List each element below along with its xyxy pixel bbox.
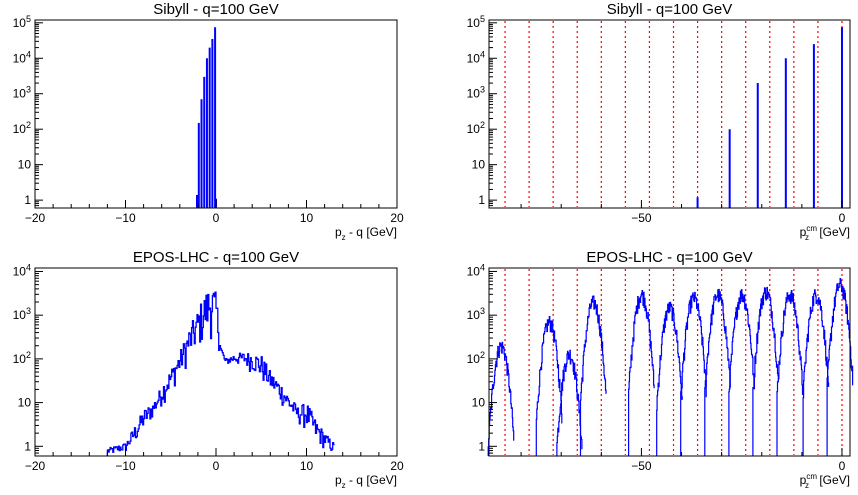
x-tick-label: −50	[631, 459, 652, 473]
histogram-peak	[579, 295, 607, 456]
y-tick-label: 1	[478, 193, 485, 207]
x-axis-label: pz - q [GeV]	[335, 473, 397, 490]
x-tick-label: −20	[25, 459, 46, 473]
histogram-peak	[535, 316, 563, 456]
histogram-series	[487, 278, 854, 457]
x-tick-label: 20	[390, 459, 404, 473]
histogram-peak	[728, 289, 755, 456]
histogram-peak	[802, 289, 830, 456]
x-tick-label: 0	[839, 459, 846, 473]
histogram-peak	[752, 286, 779, 456]
x-tick-label: −50	[631, 211, 652, 225]
x-axis-label: pcm z [GeV]	[800, 224, 850, 242]
panel-title: EPOS-LHC - q=100 GeV	[133, 249, 299, 266]
y-tick-label: 104	[467, 49, 485, 65]
panel-top-right: Sibyll - q=100 GeV −50 0 1 10 102 103 104 105 pcm…	[467, 1, 851, 242]
histogram-peak	[628, 290, 655, 456]
x-tick-label: 10	[300, 211, 314, 225]
histogram-series	[106, 291, 335, 456]
x-axis-label: pcm z [GeV]	[800, 472, 850, 490]
y-tick-label: 10	[472, 158, 486, 172]
y-tick-label: 1	[24, 193, 31, 207]
plot-frame	[488, 19, 851, 209]
y-tick-label: 10	[18, 396, 32, 410]
x-tick-label: 10	[300, 459, 314, 473]
y-tick-label: 105	[13, 14, 31, 30]
panel-title: Sibyll - q=100 GeV	[153, 1, 279, 18]
x-tick-label: −10	[115, 211, 136, 225]
histogram-peak	[826, 278, 854, 456]
histogram-peak	[556, 349, 583, 457]
y-tick-label: 103	[13, 306, 31, 322]
y-tick-label: 10	[18, 158, 32, 172]
y-tick-label: 104	[13, 49, 31, 65]
y-tick-label: 10	[472, 396, 486, 410]
histogram-peak	[704, 288, 731, 456]
x-tick-label: −20	[25, 211, 46, 225]
histogram-series	[195, 27, 217, 208]
x-tick-label: −10	[115, 459, 136, 473]
panel-title: Sibyll - q=100 GeV	[607, 1, 733, 18]
y-tick-label: 102	[13, 350, 31, 366]
y-tick-label: 1	[24, 439, 31, 453]
x-tick-label: 0	[213, 459, 220, 473]
y-tick-label: 104	[13, 262, 31, 278]
y-tick-label: 102	[467, 120, 485, 136]
y-tick-label: 102	[467, 350, 485, 366]
x-tick-label: 0	[213, 211, 220, 225]
histogram-line	[106, 291, 335, 456]
panel-bottom-right: EPOS-LHC - q=100 GeV −50 0 1 10 102 103 104 pcm z…	[467, 249, 854, 490]
y-tick-label: 102	[13, 120, 31, 136]
y-tick-label: 103	[467, 85, 485, 101]
x-axis-label: pz - q [GeV]	[335, 225, 397, 242]
y-tick-label: 103	[467, 306, 485, 322]
histogram-peak	[776, 290, 804, 456]
histogram-peak	[656, 301, 683, 456]
panel-top-left: Sibyll - q=100 GeV −20 −10 0 10 20 1 10 102 103 10…	[13, 1, 404, 242]
y-tick-label: 1	[478, 439, 485, 453]
histogram-series	[696, 27, 843, 208]
panel-bottom-left: EPOS-LHC - q=100 GeV −20 −10 0 10 20 1 10 102 103…	[13, 249, 404, 490]
x-tick-label: 20	[390, 211, 404, 225]
x-tick-label: 0	[839, 211, 846, 225]
panel-title: EPOS-LHC - q=100 GeV	[586, 249, 752, 266]
histogram-peak	[680, 291, 707, 456]
y-tick-label: 104	[467, 262, 485, 278]
y-tick-label: 103	[13, 85, 31, 101]
y-tick-label: 105	[467, 14, 485, 30]
plot-frame	[488, 267, 851, 457]
